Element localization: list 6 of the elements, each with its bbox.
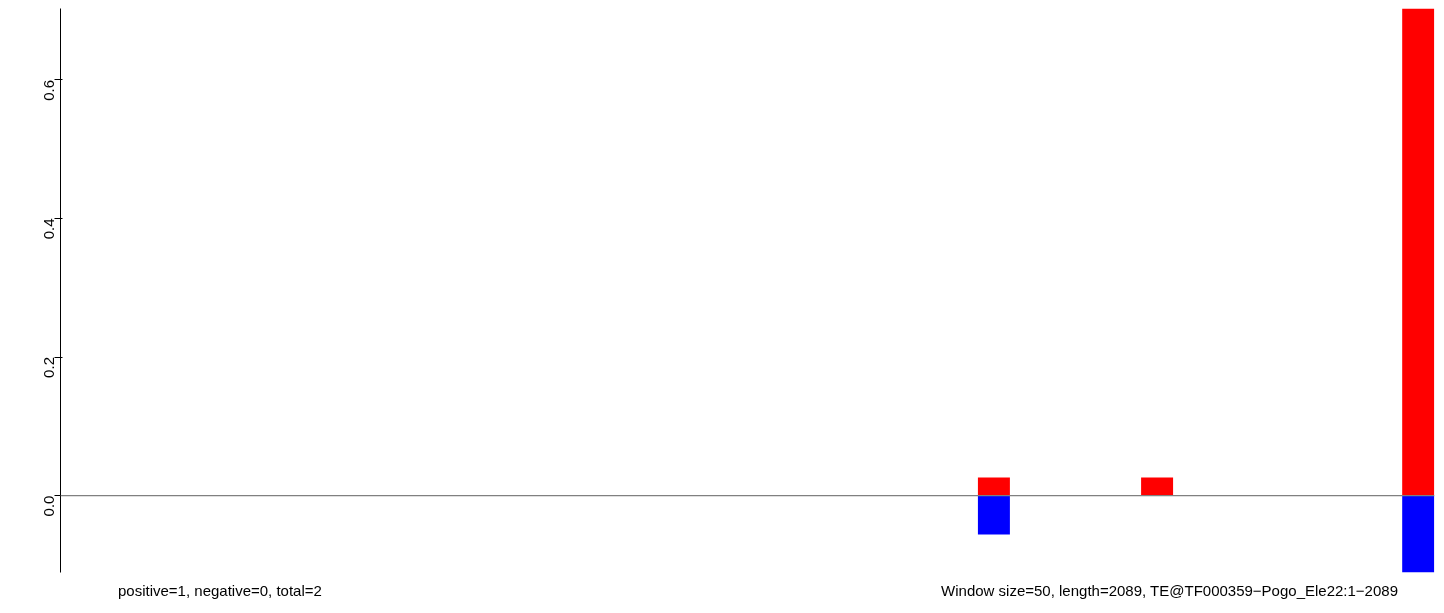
y-tick-label: 0.6 bbox=[40, 79, 58, 101]
y-tick-label: 0.2 bbox=[40, 357, 58, 378]
text: Window size=50, length=2089, TE@TF000359−Pogo_Ele22:1−2089 bbox=[941, 581, 1398, 601]
text: positive=1, negative=0, total=2 bbox=[118, 581, 322, 601]
y-tick-label: 0.0 bbox=[40, 495, 58, 517]
y-tick-label: 0.4 bbox=[40, 218, 58, 240]
